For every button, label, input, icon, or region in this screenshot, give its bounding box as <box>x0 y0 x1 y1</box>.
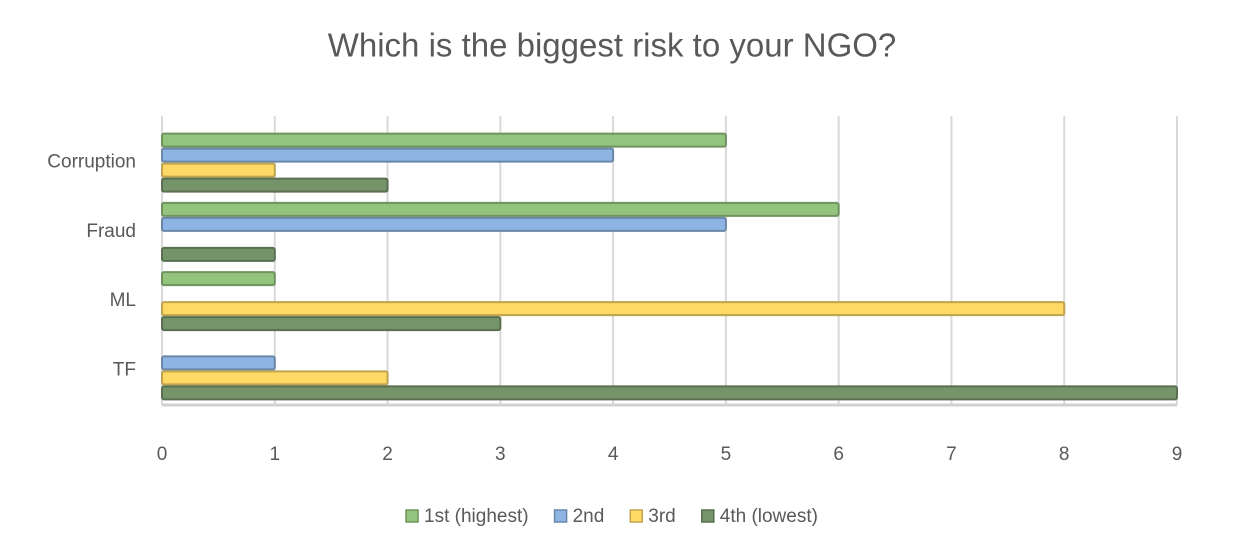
x-tick-label: 3 <box>495 444 506 465</box>
x-tick-label: 9 <box>1172 444 1183 465</box>
legend-swatch <box>629 509 644 523</box>
bar <box>161 132 727 148</box>
bar <box>161 162 276 178</box>
legend-label: 2nd <box>573 506 605 527</box>
legend-swatch <box>405 509 419 523</box>
y-tick-label: Fraud <box>86 221 136 242</box>
bar <box>161 246 276 262</box>
bar <box>161 370 389 386</box>
bar <box>161 271 276 287</box>
bar <box>161 355 276 371</box>
legend-label: 3rd <box>648 506 675 527</box>
x-tick-label: 8 <box>1059 444 1070 465</box>
bar <box>161 301 1066 317</box>
bar <box>161 201 840 217</box>
bar <box>161 385 1178 401</box>
legend-label: 4th (lowest) <box>720 506 818 527</box>
y-tick-label: TF <box>113 359 136 380</box>
x-tick-label: 2 <box>382 444 393 465</box>
x-tick-label: 1 <box>269 444 280 465</box>
x-tick-label: 7 <box>946 444 957 465</box>
legend-swatch <box>701 509 715 523</box>
x-tick-label: 0 <box>157 444 168 465</box>
x-tick-label: 5 <box>721 444 732 465</box>
bar <box>161 316 502 332</box>
bar <box>161 216 727 232</box>
chart-title: Which is the biggest risk to your NGO? <box>328 27 897 64</box>
legend-swatch <box>553 509 568 523</box>
bar <box>161 177 389 193</box>
bar <box>161 147 615 163</box>
x-tick-label: 4 <box>608 444 619 465</box>
legend-label: 1st (highest) <box>424 506 529 527</box>
x-tick-label: 6 <box>833 444 844 465</box>
y-tick-label: Corruption <box>47 152 136 173</box>
y-tick-label: ML <box>110 290 136 311</box>
